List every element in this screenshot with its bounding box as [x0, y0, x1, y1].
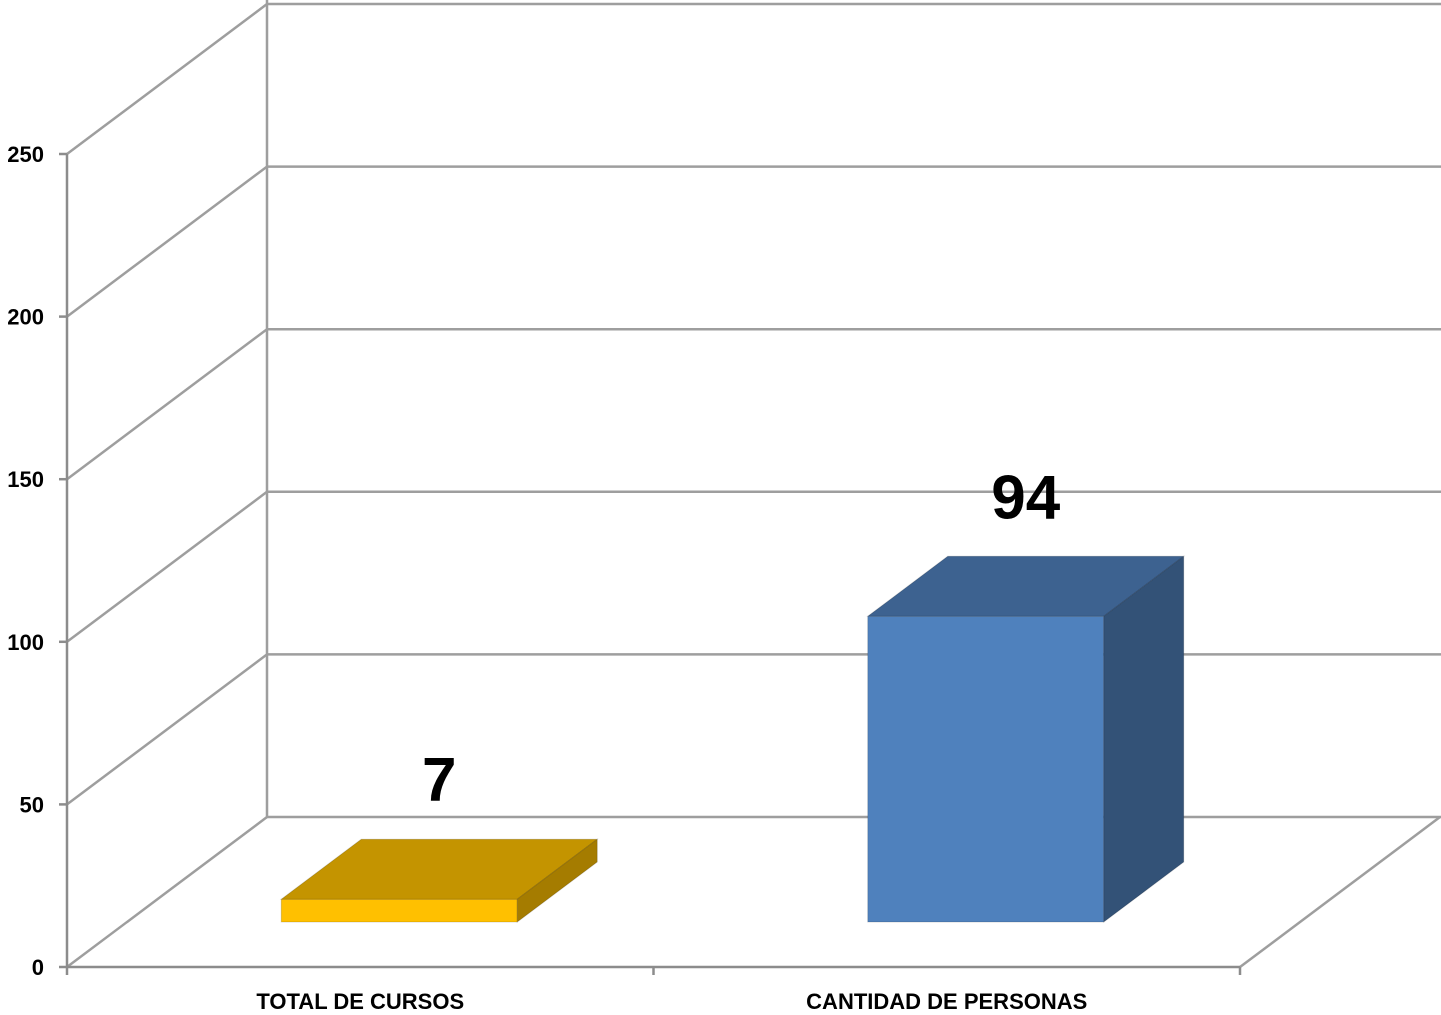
category-label: TOTAL DE CURSOS — [256, 989, 464, 1014]
y-tick-label: 250 — [7, 142, 44, 167]
gridline-diagonal — [66, 653, 268, 806]
y-tick-label: 50 — [20, 792, 44, 817]
category-label: CANTIDAD DE PERSONAS — [806, 989, 1087, 1014]
y-tick-label: 100 — [7, 630, 44, 655]
floor-right-edge — [1239, 816, 1441, 968]
bar-cantidad-de-personas — [866, 555, 1186, 923]
gridline-diagonal — [66, 328, 268, 481]
gridline-diagonal — [66, 3, 268, 155]
gridline-diagonal — [66, 816, 268, 968]
category-labels: TOTAL DE CURSOS CANTIDAD DE PERSONAS — [256, 989, 1087, 1014]
bar-total-de-cursos — [279, 838, 599, 923]
bar-front-face — [867, 615, 1105, 923]
bars — [279, 555, 1186, 923]
data-label: 7 — [422, 746, 456, 815]
y-tick-label: 200 — [7, 305, 44, 330]
bar-front-face — [280, 898, 518, 923]
bar-side-face — [1103, 555, 1185, 923]
gridlines — [66, 0, 1441, 968]
data-label: 94 — [991, 463, 1060, 532]
y-tick-label: 150 — [7, 467, 44, 492]
data-labels: 7 94 — [422, 463, 1061, 815]
gridline-diagonal — [66, 490, 268, 643]
y-tick-label: 0 — [32, 955, 44, 980]
y-tick-labels: 0 50 100 150 200 250 — [7, 142, 44, 980]
axes — [59, 152, 1242, 975]
gridline-diagonal — [66, 165, 268, 318]
bar-side-face — [516, 838, 598, 923]
